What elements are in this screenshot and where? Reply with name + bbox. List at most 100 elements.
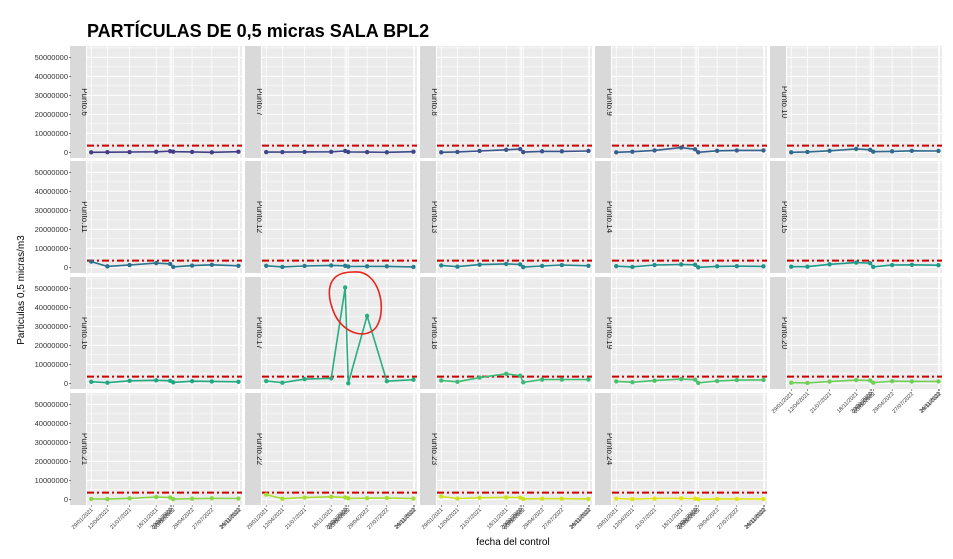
y-tick-label: 10000000 bbox=[35, 476, 68, 485]
data-point bbox=[384, 264, 390, 269]
panel-background bbox=[787, 46, 942, 158]
x-tick-label: 27/07/2022 bbox=[367, 507, 391, 531]
data-point bbox=[539, 149, 545, 154]
data-point bbox=[302, 263, 307, 269]
data-point bbox=[521, 149, 526, 155]
data-point bbox=[439, 378, 444, 383]
data-point bbox=[105, 149, 110, 155]
facet-label: Punto.14 bbox=[605, 201, 614, 234]
data-point bbox=[346, 381, 351, 386]
data-point bbox=[264, 149, 269, 155]
data-point bbox=[539, 377, 545, 382]
x-tick-label: 29/11/2022 bbox=[220, 507, 243, 530]
data-point bbox=[761, 496, 766, 502]
x-tick-label: 21/07/2021 bbox=[459, 507, 483, 531]
facet-panel: Punto.10 bbox=[770, 46, 942, 158]
data-point bbox=[105, 264, 110, 269]
data-point bbox=[521, 496, 526, 502]
data-point bbox=[714, 148, 720, 153]
data-point bbox=[209, 496, 215, 501]
data-point bbox=[455, 496, 460, 501]
data-point bbox=[652, 378, 657, 383]
y-tick-label: 50000000 bbox=[35, 400, 68, 409]
data-point bbox=[853, 260, 859, 265]
y-tick-label: 40000000 bbox=[35, 72, 68, 81]
data-point bbox=[853, 146, 859, 152]
data-point bbox=[936, 148, 941, 154]
facet-label: Punto.16 bbox=[80, 317, 89, 350]
data-point bbox=[517, 146, 523, 152]
data-point bbox=[853, 377, 859, 383]
data-point bbox=[539, 263, 545, 269]
data-point bbox=[89, 496, 94, 502]
facet-panel: Punto.7 bbox=[245, 46, 417, 158]
x-tick-label: 29/11/2022 bbox=[570, 507, 593, 530]
data-point bbox=[89, 150, 94, 155]
facet-label: Punto.17 bbox=[255, 317, 264, 350]
data-point bbox=[539, 496, 545, 501]
data-point bbox=[936, 379, 941, 384]
facet-panel: Punto.14 bbox=[595, 161, 767, 273]
data-point bbox=[630, 264, 635, 270]
y-tick-label: 0 bbox=[64, 263, 68, 272]
facet-panel: Punto.9 bbox=[595, 46, 767, 158]
data-point bbox=[652, 496, 657, 501]
data-point bbox=[805, 380, 810, 386]
y-tick-label: 50000000 bbox=[35, 284, 68, 293]
data-point bbox=[586, 377, 591, 382]
data-point bbox=[678, 145, 684, 150]
data-point bbox=[209, 379, 215, 384]
data-point bbox=[614, 150, 619, 155]
panel-background bbox=[262, 393, 417, 505]
facet-panel: Punto.17 bbox=[245, 271, 417, 389]
data-point bbox=[328, 149, 334, 155]
facet-strip bbox=[245, 277, 261, 389]
panel-background bbox=[87, 393, 242, 505]
facet-panel: Punto.15 bbox=[770, 161, 942, 273]
data-point bbox=[652, 148, 657, 153]
data-point bbox=[652, 262, 657, 268]
panel-background bbox=[87, 46, 242, 158]
y-tick-label: 10000000 bbox=[35, 360, 68, 369]
data-point bbox=[236, 263, 241, 268]
data-point bbox=[384, 150, 390, 155]
facet-strip bbox=[70, 393, 86, 505]
panel-background bbox=[612, 46, 767, 158]
data-point bbox=[805, 264, 810, 269]
data-point bbox=[264, 378, 269, 384]
facet-label: Punto.8 bbox=[430, 88, 439, 116]
data-point bbox=[455, 149, 460, 155]
facet-label: Punto.13 bbox=[430, 201, 439, 234]
panel-background bbox=[262, 46, 417, 158]
y-tick-label: 50000000 bbox=[35, 53, 68, 62]
y-tick-label: 40000000 bbox=[35, 187, 68, 196]
facet-label: Punto.12 bbox=[255, 201, 264, 234]
facet-panel: Punto.11 0 10000000 20000000 30000000 4000000… bbox=[35, 161, 242, 273]
data-point bbox=[867, 378, 873, 383]
data-point bbox=[411, 377, 416, 382]
facet-strip bbox=[245, 393, 261, 505]
data-point bbox=[909, 148, 915, 153]
data-point bbox=[477, 148, 482, 154]
data-point bbox=[503, 495, 509, 500]
panel-background bbox=[262, 277, 417, 389]
data-point bbox=[384, 379, 390, 384]
y-tick-label: 30000000 bbox=[35, 322, 68, 331]
facet-panel: Punto.8 bbox=[420, 46, 592, 158]
y-tick-label: 30000000 bbox=[35, 206, 68, 215]
facet-label: Punto.19 bbox=[605, 317, 614, 350]
panel-background bbox=[437, 46, 592, 158]
data-point bbox=[127, 149, 132, 155]
data-point bbox=[236, 496, 241, 501]
panel-background bbox=[612, 393, 767, 505]
chart-title: PARTÍCULAS DE 0,5 micras SALA BPL2 bbox=[87, 20, 429, 41]
facet-panels: Punto.6 0 10000000 20000000 30000000 40000000… bbox=[35, 46, 943, 531]
data-point bbox=[696, 380, 701, 386]
facet-label: Punto.11 bbox=[80, 201, 89, 233]
data-point bbox=[871, 264, 876, 270]
data-point bbox=[714, 378, 720, 384]
data-point bbox=[236, 149, 241, 154]
data-point bbox=[503, 147, 509, 153]
facet-label: Punto.20 bbox=[780, 317, 789, 350]
